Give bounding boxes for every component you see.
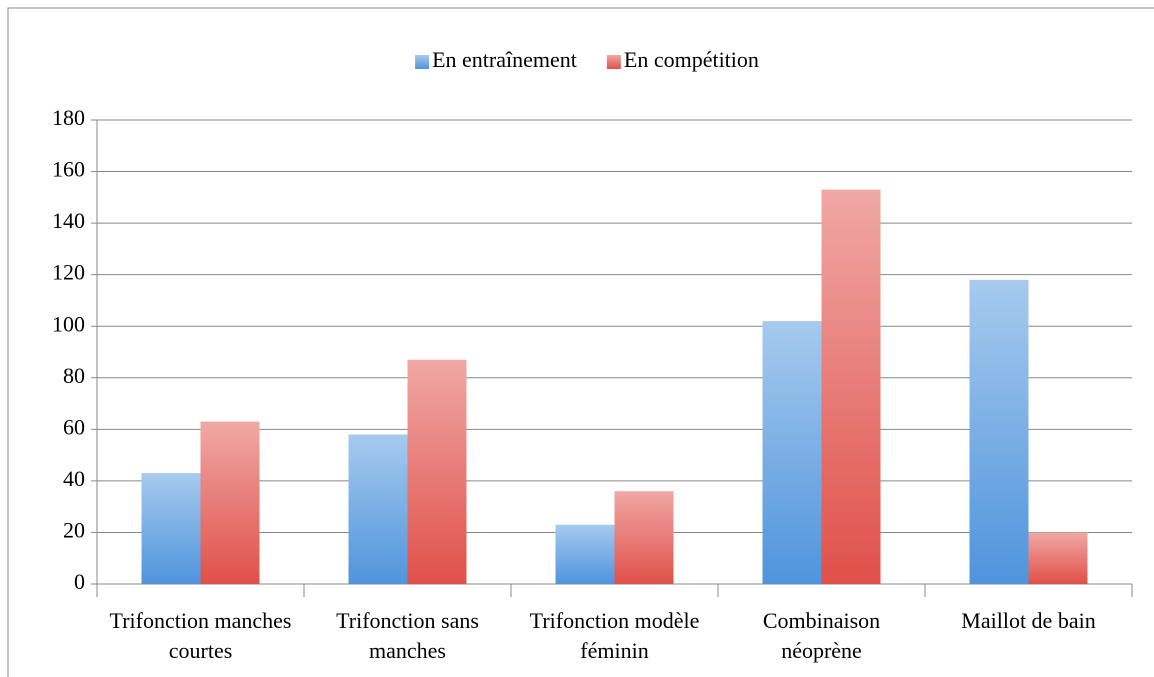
bar [821, 189, 881, 584]
legend-label: En compétition [624, 47, 759, 72]
bar [762, 321, 822, 584]
x-tick-label: Trifonction manches courtes [109, 608, 292, 663]
bar [407, 359, 467, 584]
bar [555, 524, 615, 584]
x-tick-label: Maillot de bain [961, 608, 1096, 633]
y-tick-label: 80 [63, 363, 85, 388]
x-tick-label: Trifonction sans manches [336, 608, 479, 663]
bar [969, 279, 1029, 584]
bar [1028, 532, 1088, 584]
y-tick-label: 160 [52, 157, 85, 182]
y-tick-label: 40 [63, 466, 85, 491]
y-tick-label: 100 [52, 311, 85, 336]
legend: En entraînement En compétition [415, 47, 759, 72]
frame [7, 7, 1154, 677]
legend-swatch [415, 55, 430, 69]
y-tick-label: 0 [74, 569, 85, 594]
bar [614, 491, 674, 584]
bar [141, 473, 201, 584]
x-tick-label: Trifonction modèle féminin [529, 608, 700, 663]
bar [348, 434, 408, 584]
legend-label: En entraînement [432, 47, 577, 72]
y-tick-label: 140 [52, 208, 85, 233]
bar [200, 421, 260, 584]
x-tick-label: Combinaison néoprène [762, 608, 881, 663]
y-tick-label: 120 [52, 260, 85, 285]
y-tick-label: 20 [63, 517, 85, 542]
y-tick-label: 60 [63, 414, 85, 439]
y-tick-label: 180 [52, 105, 85, 130]
legend-swatch [606, 55, 621, 69]
